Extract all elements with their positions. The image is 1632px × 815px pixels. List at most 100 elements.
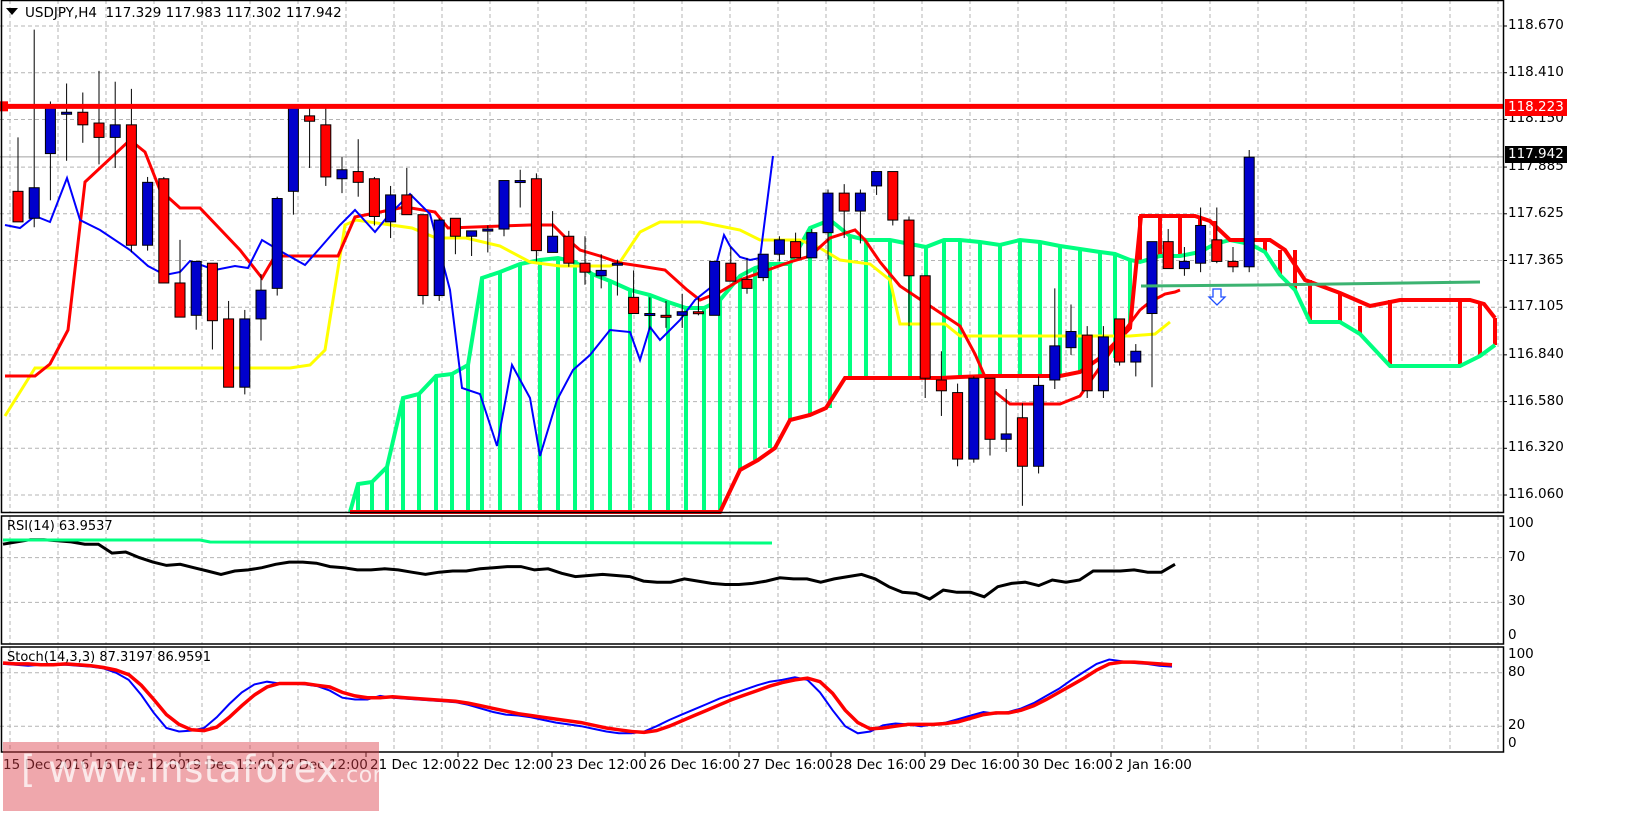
- bullish-candle-body: [1000, 433, 1012, 440]
- main-panel-frame: [0, 0, 1505, 514]
- candle: [595, 254, 607, 289]
- time-tick-label: 19 Dec 12:00: [184, 757, 275, 773]
- candle: [61, 83, 73, 161]
- bearish-candle-body: [368, 178, 380, 217]
- candle: [12, 137, 24, 223]
- stochastic-signal-line: [2, 660, 1173, 735]
- candle: [530, 173, 542, 262]
- time-tick-label: 26 Dec 16:00: [649, 757, 740, 773]
- candle: [935, 351, 947, 416]
- price-tick-label: 117.105: [1508, 298, 1564, 315]
- symbol-name: USDJPY,H4: [25, 5, 97, 21]
- support-trendline[interactable]: [1140, 280, 1481, 288]
- bullish-candle-body: [239, 318, 251, 388]
- candle: [1178, 247, 1190, 276]
- symbol-header[interactable]: USDJPY,H4 117.329 117.983 117.302 117.94…: [6, 5, 342, 21]
- bullish-candle-body: [109, 124, 121, 138]
- candle: [628, 270, 640, 315]
- candle: [984, 377, 996, 456]
- price-tick-label: 118.670: [1508, 17, 1564, 33]
- bullish-candle-body: [968, 377, 980, 460]
- down-arrow-shape: [1207, 288, 1227, 306]
- candle: [433, 218, 445, 301]
- candle: [1097, 326, 1109, 398]
- bearish-candle-body: [579, 262, 591, 273]
- bullish-candle-body: [611, 262, 623, 266]
- candle: [806, 229, 818, 259]
- horizontal-levels[interactable]: [0, 101, 1503, 306]
- price-tick-label: 116.320: [1508, 439, 1564, 456]
- candle: [239, 309, 251, 395]
- bullish-candle-body: [255, 289, 267, 320]
- candle: [1211, 207, 1223, 264]
- candle: [77, 92, 89, 143]
- bearish-candle-body: [984, 377, 996, 440]
- dropdown-triangle-icon[interactable]: [6, 8, 18, 15]
- time-tick-label: 21 Dec 12:00: [370, 757, 461, 773]
- bullish-candle-body: [757, 253, 769, 279]
- candle: [352, 139, 364, 197]
- candle: [838, 184, 850, 239]
- bullish-candle-body: [1049, 345, 1061, 381]
- bullish-candle-body: [28, 187, 40, 219]
- candle: [709, 260, 721, 316]
- candle: [773, 236, 785, 262]
- ohlc-values: 117.329 117.983 117.302 117.942: [105, 5, 342, 21]
- rsi-tick-label: 100: [1508, 515, 1534, 531]
- candle: [498, 180, 510, 237]
- candle: [1081, 326, 1093, 398]
- candle: [174, 239, 186, 318]
- time-tick-label: 28 Dec 16:00: [835, 757, 926, 773]
- rsi-trendline: [3, 538, 773, 545]
- panel-frames: [0, 0, 1507, 757]
- candle: [563, 230, 575, 267]
- price-tick-label: 117.625: [1508, 204, 1564, 221]
- bullish-candle-body: [287, 104, 299, 192]
- bearish-candle-body: [1081, 334, 1093, 392]
- price-tick-label: 118.410: [1508, 63, 1564, 80]
- candle: [741, 257, 753, 294]
- resistance-handle: [0, 101, 8, 112]
- time-tick-label: 23 Dec 12:00: [556, 757, 647, 773]
- candle: [1130, 344, 1142, 377]
- tenkan-sen: [5, 138, 1181, 406]
- candle: [401, 167, 413, 216]
- bullish-candle-body: [482, 228, 494, 232]
- bullish-candle-body: [142, 181, 154, 246]
- current-price-tag: 117.942: [1505, 146, 1567, 163]
- price-tick-label: 117.365: [1508, 251, 1564, 268]
- stochastic-tick-label: 80: [1508, 663, 1526, 680]
- candle: [271, 196, 283, 296]
- bullish-candle-body: [385, 194, 397, 223]
- rsi-tick-label: 30: [1508, 593, 1526, 610]
- candle: [44, 101, 56, 201]
- candle: [1065, 304, 1077, 355]
- candle: [417, 214, 429, 305]
- bearish-candle-body: [530, 178, 542, 252]
- candle: [142, 176, 154, 251]
- candle: [482, 225, 494, 253]
- rsi-tick-label: 0: [1508, 627, 1517, 643]
- candle: [968, 376, 980, 463]
- time-tick-label: 29 Dec 16:00: [929, 757, 1020, 773]
- candle: [304, 106, 316, 168]
- candle: [822, 189, 834, 260]
- bearish-candle-body: [125, 124, 137, 246]
- bearish-candle-body: [12, 190, 24, 223]
- bullish-candle-body: [1243, 156, 1255, 268]
- candle: [871, 171, 883, 195]
- bearish-candle-body: [352, 171, 364, 183]
- candle: [644, 297, 656, 330]
- bearish-candle-body: [952, 392, 964, 460]
- bullish-candle-body: [773, 239, 785, 255]
- candle: [547, 211, 559, 253]
- bullish-candle-body: [1097, 336, 1109, 392]
- bullish-candle-body: [709, 260, 721, 316]
- bullish-candle-body: [1065, 330, 1077, 349]
- bearish-candle-body: [1016, 417, 1028, 467]
- stochastic-tick-label: 0: [1508, 735, 1517, 751]
- bullish-candle-body: [547, 235, 559, 253]
- candlesticks: [12, 29, 1255, 506]
